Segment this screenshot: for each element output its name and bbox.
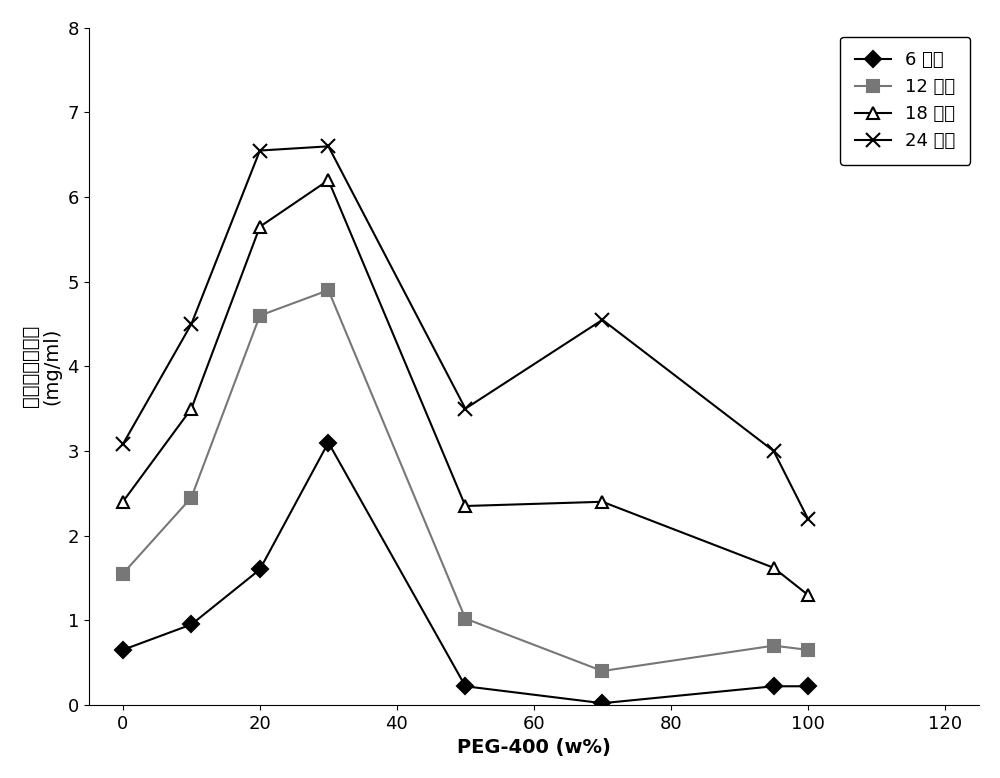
18 小时 — [802, 591, 814, 600]
24 小时 — [596, 315, 608, 324]
Line: 6 小时: 6 小时 — [117, 437, 813, 709]
12 小时 — [117, 569, 129, 578]
12 小时 — [185, 493, 197, 503]
Line: 18 小时: 18 小时 — [117, 174, 814, 601]
6 小时 — [322, 438, 334, 447]
12 小时 — [802, 645, 814, 654]
24 小时 — [459, 404, 471, 413]
X-axis label: PEG-400 (w%): PEG-400 (w%) — [457, 738, 611, 757]
Legend: 6 小时, 12 小时, 18 小时, 24 小时: 6 小时, 12 小时, 18 小时, 24 小时 — [840, 37, 970, 165]
6 小时 — [459, 682, 471, 691]
6 小时 — [596, 699, 608, 708]
24 小时 — [117, 440, 129, 449]
18 小时 — [185, 404, 197, 413]
12 小时 — [596, 667, 608, 676]
Line: 24 小时: 24 小时 — [116, 139, 815, 526]
6 小时 — [185, 620, 197, 629]
18 小时 — [322, 176, 334, 185]
24 小时 — [185, 320, 197, 329]
24 小时 — [802, 514, 814, 524]
18 小时 — [768, 563, 780, 573]
6 小时 — [117, 645, 129, 654]
24 小时 — [254, 146, 266, 156]
18 小时 — [596, 497, 608, 506]
18 小时 — [117, 497, 129, 506]
18 小时 — [254, 222, 266, 231]
24 小时 — [322, 142, 334, 151]
12 小时 — [254, 311, 266, 321]
Line: 12 小时: 12 小时 — [117, 285, 813, 677]
24 小时 — [768, 447, 780, 456]
6 小时 — [768, 682, 780, 691]
Y-axis label: 消化的胶原蛋白
(mg/ml): 消化的胶原蛋白 (mg/ml) — [21, 325, 62, 408]
12 小时 — [322, 286, 334, 295]
6 小时 — [254, 565, 266, 574]
12 小时 — [768, 641, 780, 650]
6 小时 — [802, 682, 814, 691]
18 小时 — [459, 501, 471, 510]
12 小时 — [459, 614, 471, 623]
